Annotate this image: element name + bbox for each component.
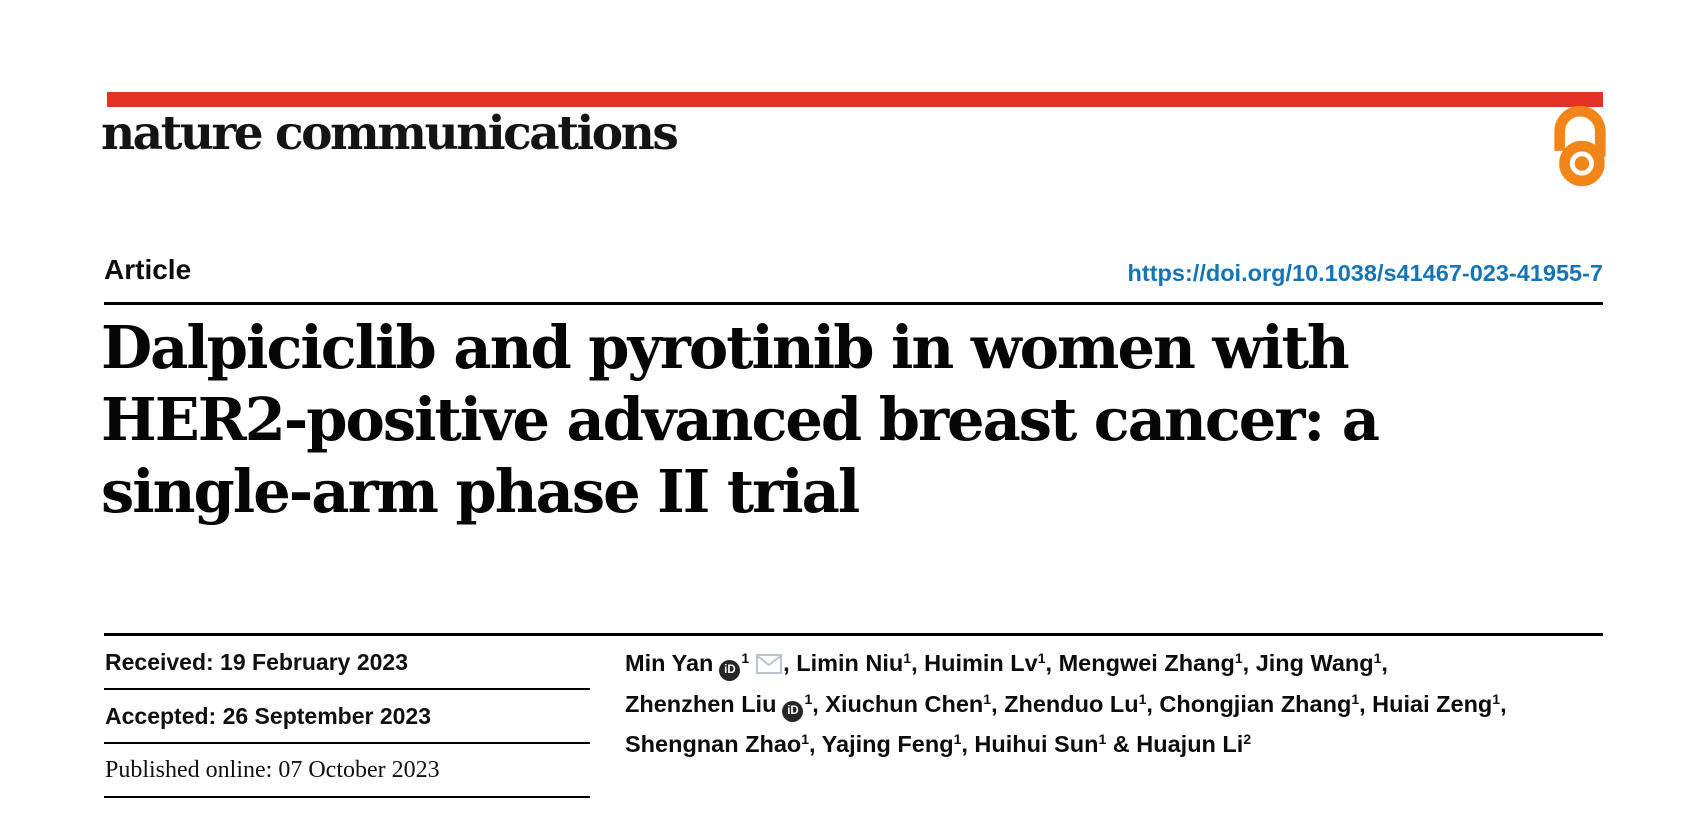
author-line: Zhenzhen Liu iD1, Xiuchun Chen1, Zhenduo … (625, 686, 1615, 727)
page-title-line: HER2-positive advanced breast cancer: a (101, 385, 1380, 454)
divider (104, 742, 590, 744)
affiliation-superscript: 1 (903, 650, 912, 666)
author-name: , Huihui Sun (961, 731, 1099, 757)
author-name: , Zhenduo Lu (991, 690, 1139, 717)
affiliation-superscript: 1 (1351, 690, 1360, 707)
author-name: , Xiuchun Chen (812, 690, 984, 717)
page-title-line: Dalpiciclib and pyrotinib in women with (101, 313, 1350, 382)
affiliation-superscript: 2 (1243, 731, 1252, 747)
author-name: Min Yan (625, 650, 714, 676)
open-access-icon (1549, 105, 1609, 188)
page-title: Dalpiciclib and pyrotinib in women with … (101, 312, 1601, 528)
author-name: , Limin Niu (783, 650, 904, 676)
article-history: Received: 19 February 2023 Accepted: 26 … (104, 636, 590, 798)
email-icon[interactable] (756, 648, 783, 686)
doi-link[interactable]: https://doi.org/10.1038/s41467-023-41955… (1127, 260, 1603, 286)
brand-red-bar (107, 92, 1603, 107)
author-name: Zhenzhen Liu (625, 690, 777, 717)
author-name: , Huiai Zeng (1359, 690, 1493, 717)
author-name: , Mengwei Zhang (1045, 650, 1235, 676)
affiliation-superscript: 1 (1492, 690, 1501, 707)
affiliation-superscript: 1 (983, 690, 992, 707)
divider (104, 688, 590, 690)
affiliation-superscript: 1 (804, 690, 813, 707)
author-name: Shengnan Zhao (625, 731, 802, 757)
divider (104, 796, 590, 798)
affiliation-superscript: 1 (1234, 650, 1243, 666)
affiliation-superscript: 1 (1373, 650, 1382, 666)
author-name: , Yajing Feng (809, 731, 954, 757)
orcid-icon[interactable]: iD (782, 700, 804, 722)
author-line: Shengnan Zhao1, Yajing Feng1, Huihui Sun… (625, 726, 1615, 767)
author-line: Min Yan iD1, Limin Niu1, Huimin Lv1, Meng… (625, 645, 1615, 686)
journal-logo: nature communications (101, 106, 679, 161)
affiliation-superscript: 1 (741, 650, 750, 666)
page-title-line: single-arm phase II trial (101, 457, 860, 526)
author-name: , Jing Wang (1242, 650, 1374, 676)
affiliation-superscript: 1 (953, 731, 962, 747)
author-name: , Huimin Lv (911, 650, 1038, 676)
accepted-date: Accepted: 26 September 2023 (105, 703, 431, 729)
affiliation-superscript: 1 (1098, 731, 1107, 747)
affiliation-superscript: 1 (1138, 690, 1147, 707)
author-list: Min Yan iD1, Limin Niu1, Huimin Lv1, Meng… (625, 645, 1615, 767)
received-date: Received: 19 February 2023 (105, 649, 409, 675)
orcid-icon[interactable]: iD (719, 660, 741, 681)
section-divider (104, 633, 1603, 636)
affiliation-superscript: 1 (801, 731, 810, 747)
author-name: , (1381, 650, 1388, 676)
article-type-label: Article (104, 254, 192, 285)
author-name: , Chongjian Zhang (1146, 690, 1352, 717)
author-name: & Huajun Li (1106, 731, 1244, 757)
author-name: , (1500, 690, 1507, 717)
header-divider (104, 302, 1603, 305)
published-date: Published online: 07 October 2023 (105, 757, 440, 783)
affiliation-superscript: 1 (1037, 650, 1046, 666)
